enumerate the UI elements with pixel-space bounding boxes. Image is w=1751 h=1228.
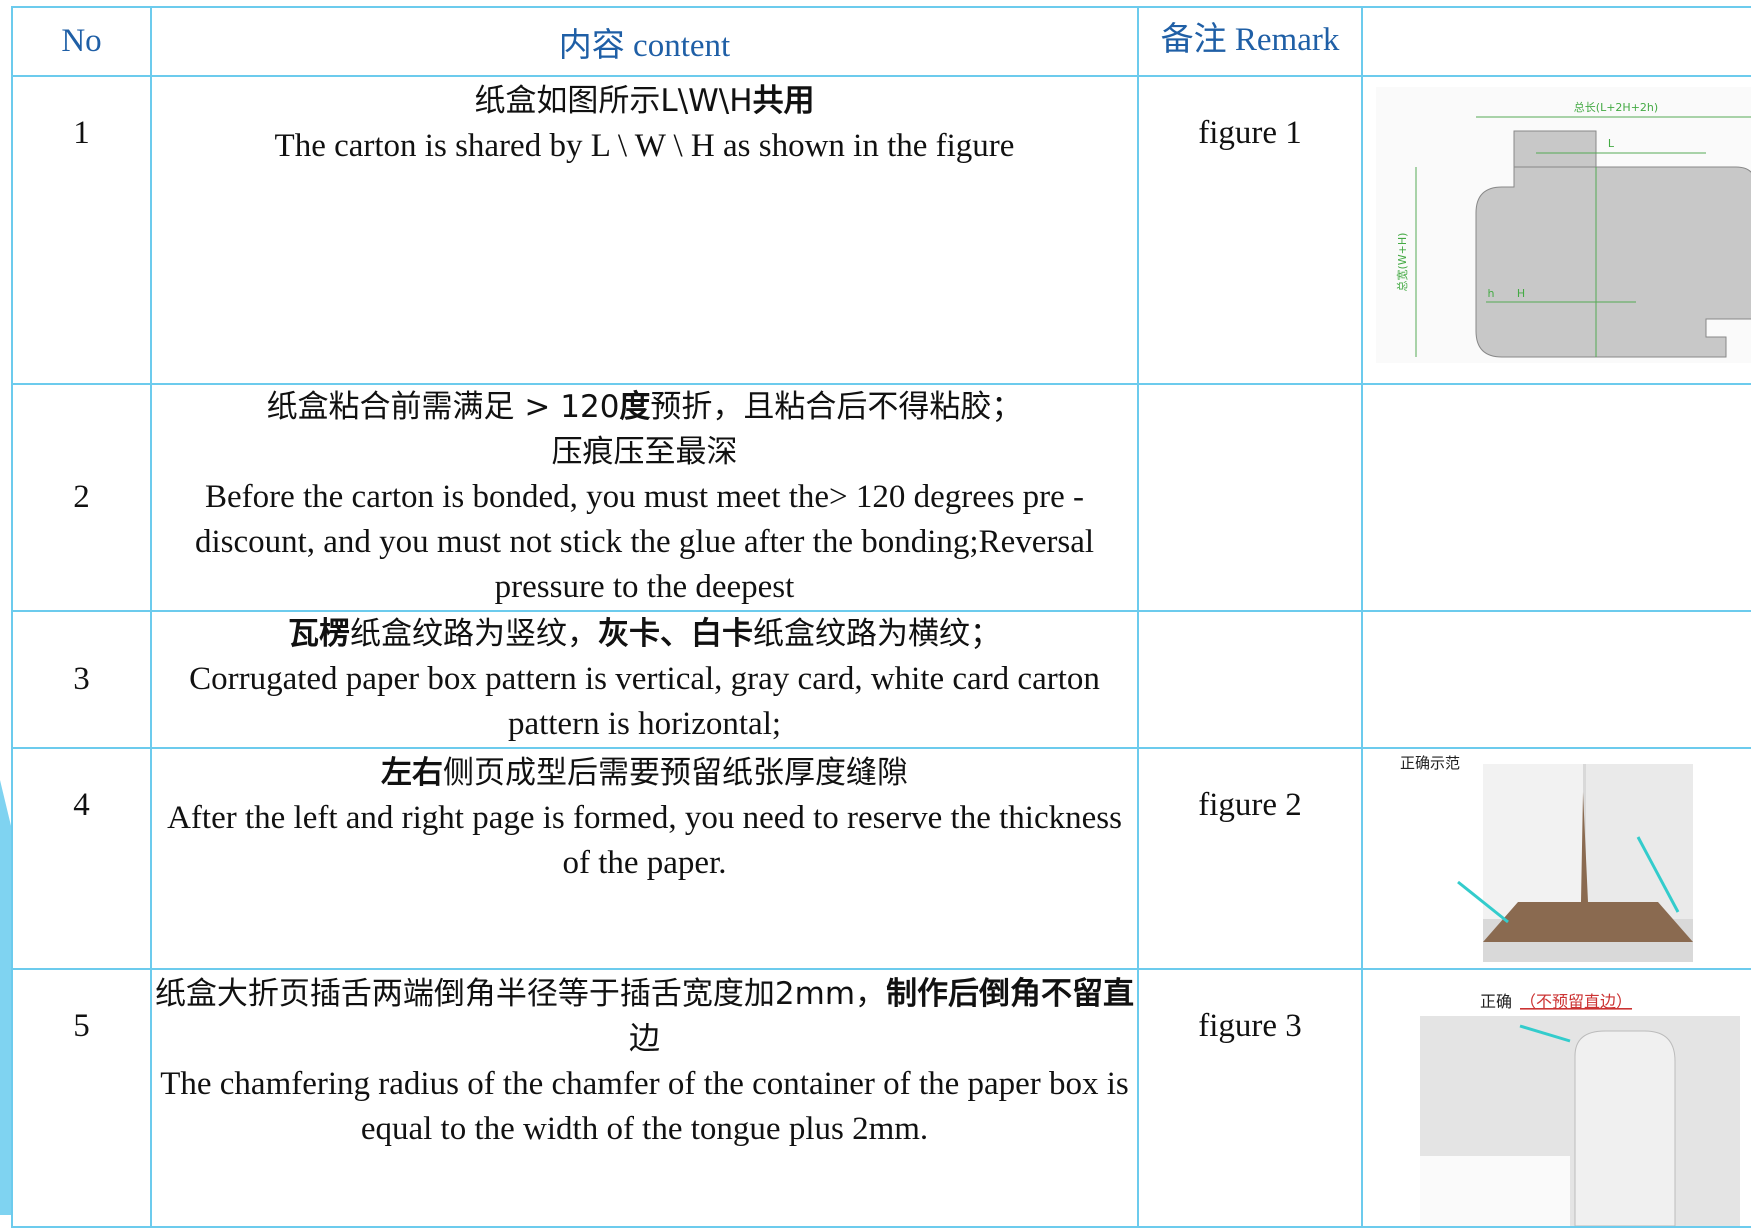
figure: 正确示范 [1398,752,1698,962]
content-text: 边 [629,1021,660,1057]
content-text: 左右 [381,755,443,791]
content-text: 共用 [752,83,815,119]
content-line: The chamfering radius of the chamfer of … [153,1062,1136,1152]
figure-label: 总宽(W+H) [1395,233,1409,292]
content-line: 左右侧页成型后需要预留纸张厚度缝隙 [153,751,1136,796]
content-text: 纸盒粘合前需满足 > 120 [266,389,620,425]
content-text: 侧页成型后需要预留纸张厚度缝隙 [443,755,908,791]
content-text: The chamfering radius of the chamfer of … [160,1066,1129,1147]
spec-table: No 内容 content 备注 Remark 1 纸盒如图所示L\W\H共用 Th… [11,6,1751,1228]
content-text: 压痕压至最深 [551,434,738,470]
header-cell [1361,6,1751,77]
figure-label: 正确示范 [1400,754,1460,772]
content-line: 瓦楞纸盒纹路为竖纹，灰卡、白卡纸盒纹路为横纹； [153,613,1136,657]
remark-cell: figure 1 [1137,75,1363,385]
header-cell: No [11,6,152,77]
content-text: 预折，且粘合后不得粘胶； [650,389,1023,425]
figure-cell: 正确 （不预留直边） [1361,968,1751,1228]
content-text: 制作后倒角不留直 [886,976,1135,1012]
header-cell: 备注 Remark [1137,6,1363,77]
content-text: 度 [619,389,651,425]
content-line: The carton is shared by L \ W \ H as sho… [153,124,1136,169]
table-row: 5 纸盒大折页插舌两端倒角半径等于插舌宽度加2mm，制作后倒角不留直边 The ch… [11,968,1751,1228]
header-row: No 内容 content 备注 Remark [11,6,1751,77]
figure-label: 正确 [1480,992,1512,1011]
content-text: 灰卡、白卡 [598,616,753,652]
content-line: 纸盒大折页插舌两端倒角半径等于插舌宽度加2mm，制作后倒角不留直边 [153,972,1136,1062]
figure-cell: 正确示范 [1361,747,1751,970]
figure: 正确 （不预留直边） [1420,986,1740,1225]
content-cell: 纸盒大折页插舌两端倒角半径等于插舌宽度加2mm，制作后倒角不留直边 The cha… [150,968,1139,1228]
figure-label: （不预留直边） [1520,992,1632,1011]
figure-label: L [1608,137,1615,150]
remark-cell [1137,610,1363,749]
content-text: Before the carton is bonded, you must me… [194,479,1095,605]
figure-label: h [1488,287,1495,300]
figure-label: H [1517,287,1525,300]
content-cell: 纸盒粘合前需满足 > 120度预折，且粘合后不得粘胶； 压痕压至最深 Before … [150,383,1139,612]
side-decoration [0,780,12,1215]
figure-cell [1361,610,1751,749]
table-row: 1 纸盒如图所示L\W\H共用 The carton is shared by L … [11,75,1751,385]
header-cell: 内容 content [150,6,1139,77]
content-text: After the left and right page is formed,… [167,800,1122,881]
content-text: The carton is shared by L \ W \ H as sho… [274,128,1015,164]
content-line: Corrugated paper box pattern is vertical… [153,657,1136,746]
row-number: 4 [11,747,152,970]
remark-cell [1137,383,1363,612]
content-line: 压痕压至最深 [153,430,1136,475]
content-line: After the left and right page is formed,… [153,796,1136,886]
figure-cell [1361,383,1751,612]
table-row: 2 纸盒粘合前需满足 > 120度预折，且粘合后不得粘胶； 压痕压至最深 Before… [11,383,1751,612]
content-line: Before the carton is bonded, you must me… [153,475,1136,609]
figure-label: 总长(L+2H+2h) [1574,100,1658,114]
row-number: 1 [11,75,152,385]
content-text: 纸盒大折页插舌两端倒角半径等于插舌宽度加2mm， [154,976,887,1012]
figure: 总长(L+2H+2h) Lh H 总宽(W+H) [1376,87,1751,363]
content-cell: 左右侧页成型后需要预留纸张厚度缝隙 After the left and righ… [150,747,1139,970]
table-row: 4 左右侧页成型后需要预留纸张厚度缝隙 After the left and rig… [11,747,1751,970]
row-number: 2 [11,383,152,612]
content-text: 纸盒纹路为竖纹， [350,616,598,652]
row-number: 3 [11,610,152,749]
content-text: 瓦楞 [288,616,350,652]
content-cell: 瓦楞纸盒纹路为竖纹，灰卡、白卡纸盒纹路为横纹； Corrugated paper … [150,610,1139,749]
content-text: 纸盒纹路为横纹； [753,616,1001,652]
carton-outline [1475,130,1751,358]
content-text: 纸盒如图所示L\W\H [474,83,753,119]
content-text: Corrugated paper box pattern is vertical… [189,661,1100,742]
remark-cell: figure 2 [1137,747,1363,970]
content-line: 纸盒如图所示L\W\H共用 [153,79,1136,124]
row-number: 5 [11,968,152,1228]
content-cell: 纸盒如图所示L\W\H共用 The carton is shared by L \… [150,75,1139,385]
table-row: 3 瓦楞纸盒纹路为竖纹，灰卡、白卡纸盒纹路为横纹； Corrugated paper… [11,610,1751,749]
content-line: 纸盒粘合前需满足 > 120度预折，且粘合后不得粘胶； [153,386,1136,430]
remark-cell: figure 3 [1137,968,1363,1228]
